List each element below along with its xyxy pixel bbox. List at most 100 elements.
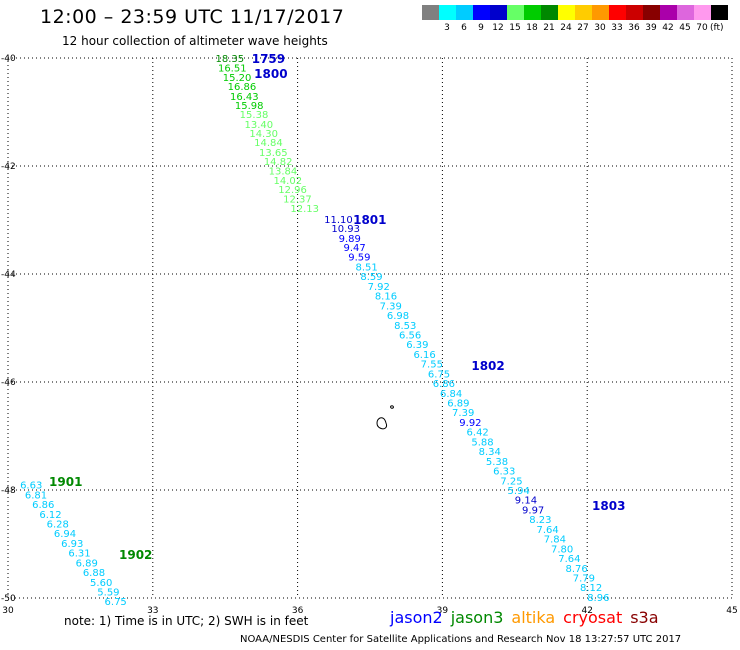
wave-height-value: 6.89	[447, 399, 469, 410]
color-scale-label: 45	[679, 23, 691, 33]
time-label: 1759	[252, 52, 285, 66]
wave-height-value: 7.80	[551, 544, 573, 555]
color-swatch	[456, 5, 473, 20]
wave-height-value: 18.35	[216, 54, 245, 65]
wave-height-value: 6.98	[387, 311, 409, 322]
color-scale-label: 42	[662, 23, 674, 33]
wave-height-value: 5.59	[97, 588, 119, 599]
wave-height-value: 7.64	[537, 525, 559, 536]
x-tick-label: 36	[292, 606, 304, 616]
island-outline	[376, 405, 394, 430]
y-tick-label: -40	[1, 54, 16, 64]
wave-height-value: 14.30	[249, 129, 278, 140]
wave-height-value: 8.76	[565, 564, 587, 575]
y-tick-label: -46	[1, 378, 16, 388]
color-scale-label: 39	[645, 23, 657, 33]
wave-height-value: 13.65	[259, 148, 288, 159]
wave-height-value: 8.53	[394, 321, 416, 332]
wave-height-value: 7.55	[421, 360, 443, 371]
wave-height-value: 6.86	[433, 379, 455, 390]
wave-height-value: 12.37	[283, 194, 312, 205]
wave-height-value: 7.39	[380, 301, 402, 312]
wave-height-value: 6.28	[47, 519, 69, 530]
time-label: 1803	[592, 499, 625, 513]
wave-height-value: 6.86	[32, 500, 54, 511]
legend-item: s3a	[630, 608, 659, 627]
time-label: 1802	[471, 359, 504, 373]
legend-item: jason2	[390, 608, 443, 627]
color-scale-label: 15	[509, 23, 521, 33]
wave-height-value: 12.13	[290, 204, 319, 215]
time-label: 1901	[49, 475, 82, 489]
island-shape	[376, 417, 387, 430]
wave-height-value: 7.92	[368, 282, 390, 293]
wave-height-value: 6.12	[39, 510, 61, 521]
x-tick-label: 42	[581, 606, 592, 616]
wave-height-value: 9.97	[522, 505, 544, 516]
map-frame	[7, 57, 733, 599]
x-tick-label: 30	[2, 606, 14, 616]
color-swatch	[490, 5, 507, 20]
wave-height-value: 6.33	[493, 467, 515, 478]
wave-height-value: 7.84	[544, 535, 566, 546]
x-tick-label: 39	[437, 606, 449, 616]
wave-height-value: 6.75	[105, 597, 127, 608]
wave-height-value: 8.16	[375, 292, 397, 303]
wave-height-value: 15.20	[223, 73, 252, 84]
wave-height-value: 13.40	[245, 120, 274, 131]
color-swatch	[422, 5, 439, 20]
wave-height-value: 6.63	[20, 481, 42, 492]
wave-height-value: 6.84	[440, 389, 462, 400]
wave-height-value: 5.94	[508, 486, 530, 497]
wave-height-value: 5.88	[471, 437, 493, 448]
wave-height-value: 8.51	[356, 262, 378, 273]
axis-ticks: 30 33 36 39 42 45 -40 -42 -44 -46 -48 -50	[1, 54, 738, 616]
page-title: 12:00 – 23:59 UTC 11/17/2017	[40, 6, 345, 28]
wave-height-value: 6.56	[399, 330, 421, 341]
color-swatch	[439, 5, 456, 20]
wave-height-value: 11.10	[324, 215, 353, 226]
wave-height-marks: 18.3516.5115.2016.8616.4315.9815.3813.40…	[20, 52, 625, 608]
wave-height-value: 6.39	[406, 340, 428, 351]
time-label: 1801	[353, 213, 386, 227]
wave-height-value: 7.79	[573, 573, 595, 584]
wave-height-value: 14.02	[273, 176, 302, 187]
wave-height-value: 6.88	[83, 568, 105, 579]
color-swatch	[677, 5, 694, 20]
y-tick-label: -44	[1, 270, 16, 280]
color-swatch	[592, 5, 609, 20]
wave-height-value: 14.82	[264, 157, 293, 168]
color-scale-label: 3	[444, 23, 450, 33]
footer-credit: NOAA/NESDIS Center for Satellite Applica…	[240, 634, 682, 645]
page-subtitle: 12 hour collection of altimeter wave hei…	[62, 34, 328, 48]
wave-height-value: 16.86	[228, 82, 257, 93]
wave-height-value: 6.89	[76, 558, 98, 569]
wave-height-value: 9.59	[348, 253, 370, 264]
wave-height-value: 6.81	[25, 490, 47, 501]
satellite-legend: jason2 jason3 altika cryosat s3a	[390, 608, 667, 627]
wave-height-value: 15.38	[240, 110, 269, 121]
color-swatch	[507, 5, 524, 20]
wave-height-value: 6.94	[54, 529, 76, 540]
color-scale-label: 6	[461, 23, 467, 33]
wave-height-value: 8.12	[580, 583, 602, 594]
color-scale-label: 36	[628, 23, 640, 33]
wave-height-value: 8.34	[479, 447, 501, 458]
wave-height-value: 6.16	[413, 350, 435, 361]
color-swatch	[524, 5, 541, 20]
color-scale-unit: (ft)	[710, 23, 724, 33]
map-grid	[7, 57, 733, 599]
wave-height-value: 8.23	[529, 515, 551, 526]
color-scale-label: 27	[577, 23, 589, 33]
color-scale-label: 18	[526, 23, 538, 33]
y-tick-label: -50	[1, 594, 16, 604]
wave-height-value: 6.31	[68, 549, 90, 560]
color-swatch	[711, 5, 728, 20]
color-scale-label: 21	[543, 23, 555, 33]
wave-height-value: 6.93	[61, 539, 83, 550]
footer-note: note: 1) Time is in UTC; 2) SWH is in fe…	[64, 614, 309, 628]
wave-height-value: 9.47	[343, 243, 365, 254]
wave-height-value: 13.84	[269, 166, 298, 177]
color-scale-label: 24	[560, 23, 572, 33]
